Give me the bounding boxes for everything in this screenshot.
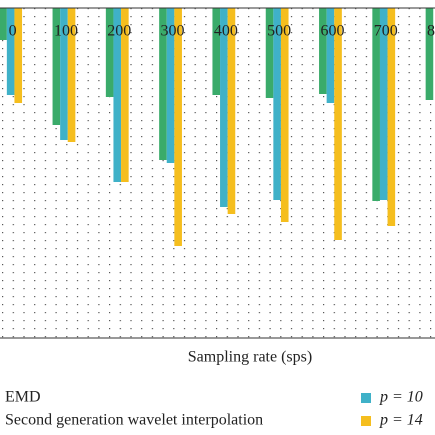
bar: [14, 8, 23, 103]
bar: [212, 8, 221, 95]
bar: [319, 8, 327, 94]
bar: [0, 8, 7, 40]
bar: [326, 8, 335, 103]
bar: [6, 8, 15, 95]
bar: [105, 8, 114, 97]
bar: [273, 8, 281, 200]
bar: [67, 8, 76, 142]
legend-text: Second generation wavelet interpolation: [5, 412, 263, 429]
x-tick-label: 500: [267, 23, 291, 40]
bar: [113, 8, 122, 182]
bar: [227, 8, 236, 214]
bar: [52, 8, 61, 125]
bar: [425, 8, 434, 100]
x-tick-label: 400: [214, 23, 238, 40]
x-tick-label: 800: [427, 23, 435, 40]
legend-text: EMD: [5, 389, 41, 406]
legend-label: p = 10: [379, 389, 423, 406]
bar: [121, 8, 129, 182]
bar: [265, 8, 274, 98]
bar: [334, 8, 342, 240]
x-tick-label: 300: [161, 23, 185, 40]
bar: [372, 8, 380, 201]
bar: [174, 8, 182, 246]
x-tick-label: 600: [320, 23, 344, 40]
bar: [159, 8, 167, 160]
x-tick-label: 100: [54, 23, 78, 40]
bar: [60, 8, 68, 140]
x-tick-label: 0: [9, 23, 17, 40]
bar: [280, 8, 289, 222]
bar: [379, 8, 388, 200]
bar: [220, 8, 228, 207]
bar: [166, 8, 175, 163]
legend-label: p = 14: [379, 412, 423, 429]
bar: [387, 8, 396, 226]
legend-swatch: [361, 416, 371, 426]
x-tick-label: 200: [107, 23, 131, 40]
legend-swatch: [361, 393, 371, 403]
x-axis-title: Sampling rate (sps): [188, 349, 312, 366]
x-tick-label: 700: [374, 23, 398, 40]
